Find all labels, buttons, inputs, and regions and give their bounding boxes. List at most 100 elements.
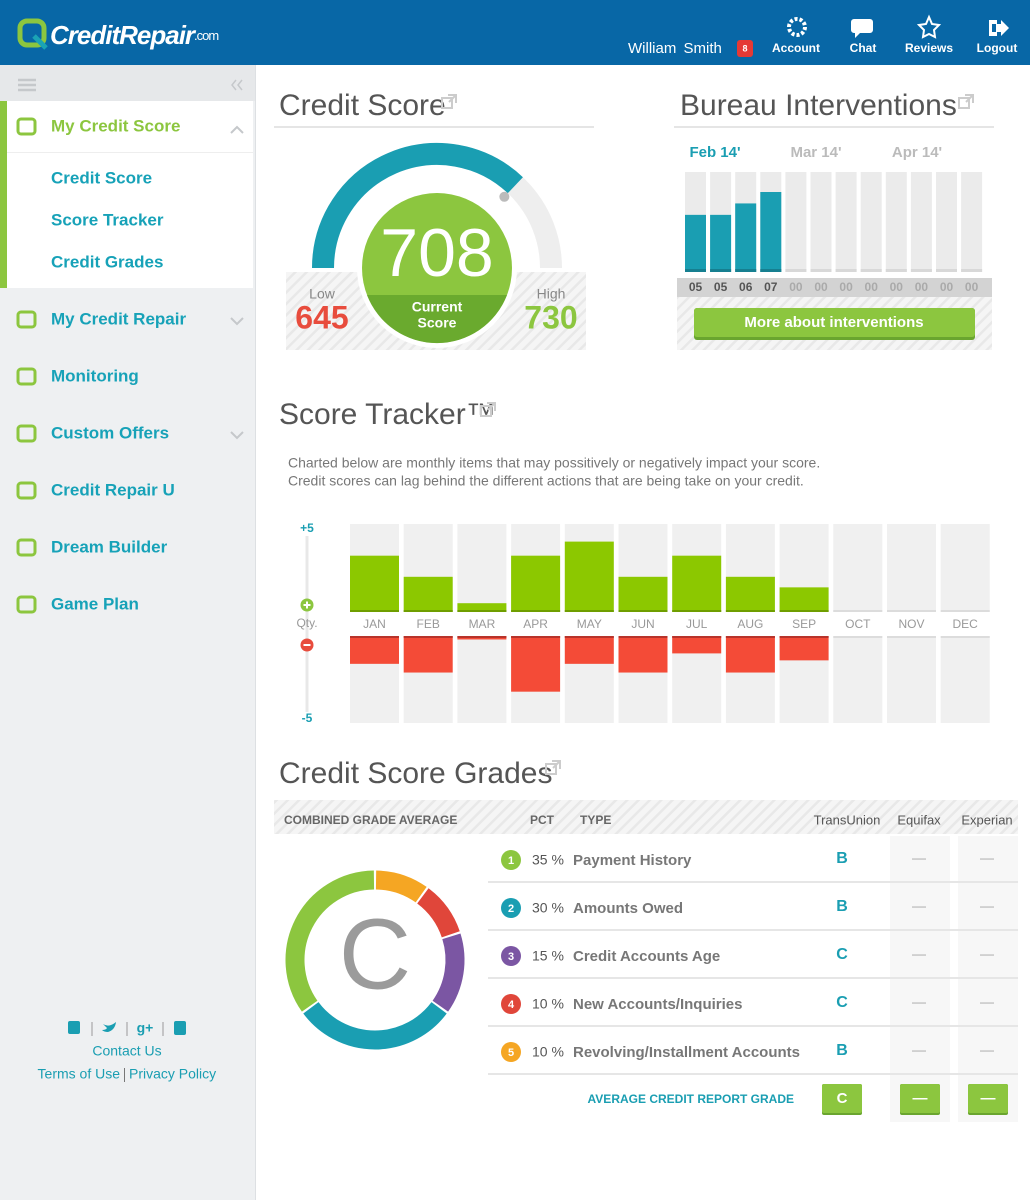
column-header: Equifax xyxy=(897,812,941,827)
x-tick-label: MAR xyxy=(469,617,496,631)
logo-text[interactable]: CreditRepair xyxy=(50,20,198,50)
external-link[interactable] xyxy=(958,94,974,109)
user-name[interactable]: William Smith xyxy=(628,40,722,57)
baseline xyxy=(457,636,507,638)
bar-base xyxy=(685,269,706,272)
collapse-icon[interactable] xyxy=(231,79,243,91)
column-track xyxy=(940,524,990,612)
menu-item[interactable]: Custom Offers xyxy=(51,423,169,442)
baseline xyxy=(779,636,829,638)
youtube-icon[interactable] xyxy=(174,1021,186,1035)
axis-label: Qty. xyxy=(296,616,317,630)
menu-item[interactable]: Credit Repair U xyxy=(51,480,175,499)
list-icon[interactable] xyxy=(18,78,36,92)
googleplus-icon[interactable]: g+ xyxy=(137,1020,154,1036)
grade: — xyxy=(980,994,994,1010)
menu-item[interactable]: My Credit Score xyxy=(51,116,180,135)
logo-icon xyxy=(17,18,47,48)
rank: 2 xyxy=(508,903,514,915)
notification-count[interactable]: 8 xyxy=(742,43,747,53)
menu-item[interactable]: Game Plan xyxy=(51,594,139,613)
menu-item[interactable]: My Credit Repair xyxy=(51,309,186,328)
chevron-down[interactable] xyxy=(230,431,244,440)
column-track xyxy=(833,636,883,723)
column-header: Experian xyxy=(961,812,1012,827)
menu-item[interactable]: Dream Builder xyxy=(51,537,168,556)
nav-account[interactable]: Account xyxy=(772,41,820,55)
sidebar-toggle-row xyxy=(0,65,255,101)
chat-icon[interactable] xyxy=(851,19,873,38)
logout-icon[interactable] xyxy=(989,20,1009,36)
bar-track xyxy=(961,172,983,272)
reviews-icon[interactable] xyxy=(916,14,942,39)
donut-segment xyxy=(303,1001,447,1050)
twitter-icon[interactable] xyxy=(102,1022,116,1032)
count-label: 05 xyxy=(714,280,728,294)
rank: 1 xyxy=(508,855,514,867)
button-face[interactable] xyxy=(694,308,975,337)
facebook-icon[interactable] xyxy=(68,1021,80,1034)
bar-track xyxy=(910,172,932,272)
negative-bar xyxy=(564,636,614,664)
logo-suffix[interactable]: .com xyxy=(194,28,219,43)
baseline xyxy=(940,636,990,638)
baseline xyxy=(833,636,883,638)
column-track xyxy=(887,524,936,612)
privacy-link[interactable]: Privacy Policy xyxy=(129,1066,216,1082)
grade-button-face xyxy=(822,1084,862,1113)
submenu-item[interactable]: Credit Grades xyxy=(51,252,163,271)
grade: — xyxy=(980,898,994,914)
high-label: High xyxy=(537,286,566,302)
menu-icon[interactable] xyxy=(16,595,37,614)
bar-base xyxy=(885,269,907,272)
contact-link[interactable]: Contact Us xyxy=(92,1043,161,1059)
count-label: 00 xyxy=(890,280,904,294)
button-label[interactable]: More about interventions xyxy=(744,314,923,331)
active-indicator xyxy=(0,101,7,288)
x-tick-label: FEB xyxy=(417,617,440,631)
menu-item[interactable]: Monitoring xyxy=(51,366,139,385)
notification-badge[interactable] xyxy=(737,40,753,57)
nav-logout[interactable]: Logout xyxy=(977,41,1018,55)
nav-reviews[interactable]: Reviews xyxy=(905,41,953,55)
bar xyxy=(710,214,732,272)
menu-icon[interactable] xyxy=(16,538,37,557)
chevron-up[interactable] xyxy=(230,125,244,134)
count-label: 00 xyxy=(789,280,803,294)
bar-track xyxy=(785,172,807,272)
submenu-item[interactable]: Credit Score xyxy=(51,168,152,187)
menu-icon[interactable] xyxy=(16,424,37,443)
section-title: Credit Score xyxy=(279,89,446,122)
x-tick-label: SEP xyxy=(792,617,816,631)
account-icon[interactable] xyxy=(787,17,807,37)
bar-track xyxy=(885,172,907,272)
x-tick-label: DEC xyxy=(953,617,979,631)
nav-chat[interactable]: Chat xyxy=(850,41,877,55)
grade: — xyxy=(912,850,926,866)
logo[interactable]: CreditRepair.com xyxy=(50,20,219,50)
column-track xyxy=(887,636,936,723)
menu-icon[interactable] xyxy=(16,481,37,500)
submenu-item[interactable]: Score Tracker xyxy=(51,210,164,229)
pct: 10 % xyxy=(532,996,564,1012)
menu-icon[interactable] xyxy=(16,117,37,136)
bar-base xyxy=(910,269,932,272)
menu-icon[interactable] xyxy=(16,367,37,386)
bar-base xyxy=(735,269,757,272)
grade: — xyxy=(912,1042,926,1058)
count-label: 00 xyxy=(814,280,828,294)
terms-link[interactable]: Terms of Use xyxy=(38,1066,121,1082)
baseline xyxy=(618,636,668,638)
bar-base xyxy=(961,269,983,272)
rank: 3 xyxy=(508,951,514,963)
chevron-down[interactable] xyxy=(230,317,244,326)
x-tick-label: NOV xyxy=(898,617,924,631)
pct: 10 % xyxy=(532,1044,564,1060)
grade: — xyxy=(980,850,994,866)
menu-icon[interactable] xyxy=(16,310,37,329)
baseline xyxy=(564,610,614,612)
baseline xyxy=(833,610,883,612)
grade: — xyxy=(980,1042,994,1058)
